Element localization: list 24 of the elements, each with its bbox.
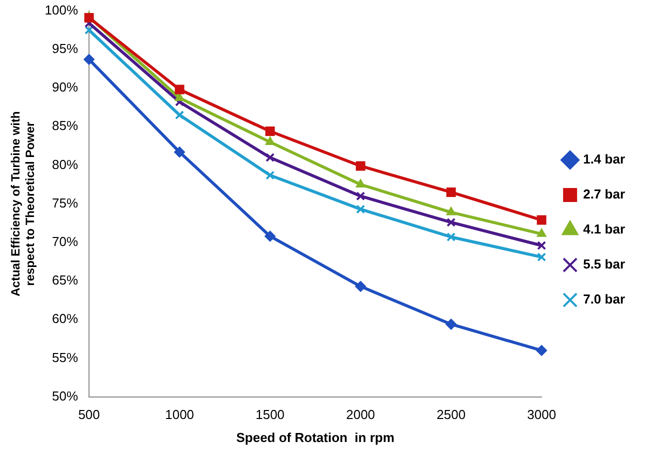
x-axis-title: Speed of Rotation in rpm <box>236 430 394 445</box>
x-tick-label: 3000 <box>527 407 556 422</box>
legend-label: 5.5 bar <box>583 256 626 272</box>
y-tick-label: 50% <box>52 388 78 404</box>
legend-label: 2.7 bar <box>583 186 626 202</box>
y-tick-label: 90% <box>52 80 78 95</box>
x-tick-label: 2500 <box>436 407 466 422</box>
y-tick-label: 95% <box>52 40 78 56</box>
y-tick-label: 80% <box>52 156 78 172</box>
y-tick-label: 75% <box>52 195 78 210</box>
y-tick-label: 70% <box>52 234 78 249</box>
legend-label: 1.4 bar <box>583 152 626 167</box>
legend-label: 4.1 bar <box>583 222 626 237</box>
x-tick-label: 1000 <box>165 407 194 422</box>
y-tick-label: 100% <box>44 2 78 18</box>
y-tick-label: 55% <box>52 350 78 365</box>
x-tick-label: 500 <box>78 407 100 422</box>
legend-label: 7.0 bar <box>583 292 626 307</box>
x-tick-label: 2000 <box>346 407 376 422</box>
x-tick-label: 1500 <box>256 407 285 422</box>
y-tick-label: 65% <box>52 272 78 288</box>
y-tick-label: 85% <box>52 118 78 134</box>
y-tick-label: 60% <box>52 311 78 326</box>
y-axis-title: Actual Efficiency of Turbine with respect to Theoretical Power <box>8 111 37 296</box>
